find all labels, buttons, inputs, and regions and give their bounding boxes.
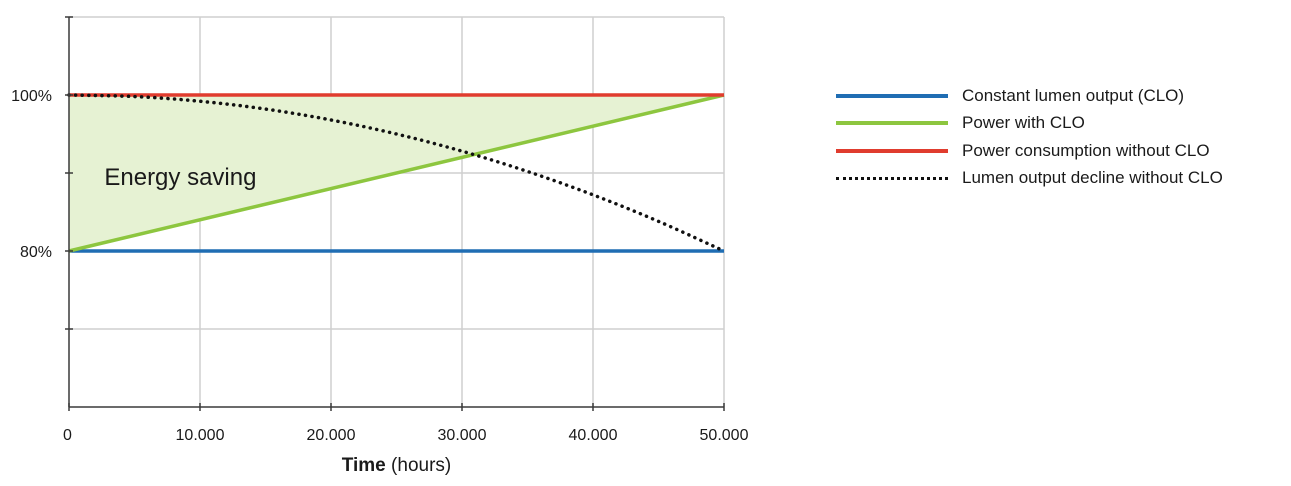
legend-item-power-without-clo: Power consumption without CLO xyxy=(836,137,1223,165)
energy-saving-annotation: Energy saving xyxy=(104,164,256,191)
x-tick-label-20000: 20.000 xyxy=(307,427,356,444)
axes xyxy=(65,16,725,411)
legend-swatch-power-without-clo xyxy=(836,148,948,153)
legend-label-lumen-decline: Lumen output decline without CLO xyxy=(962,168,1223,188)
legend-swatch-clo xyxy=(836,93,948,98)
legend-item-clo: Constant lumen output (CLO) xyxy=(836,82,1223,110)
legend-item-lumen-decline: Lumen output decline without CLO xyxy=(836,165,1223,193)
x-axis-title-rest: (hours) xyxy=(386,455,451,476)
series-lines xyxy=(67,93,726,253)
x-axis-title-bold: Time xyxy=(342,455,386,476)
x-tick-label-10000: 10.000 xyxy=(176,427,225,444)
legend-label-power-with-clo: Power with CLO xyxy=(962,113,1085,133)
x-tick-label-40000: 40.000 xyxy=(569,427,618,444)
legend-swatch-lumen-decline xyxy=(836,176,948,180)
tick-labels: 80% 100% 0 10.000 20.000 30.000 40.000 50.000 xyxy=(11,88,748,444)
x-tick-label-50000: 50.000 xyxy=(700,427,749,444)
legend-item-power-with-clo: Power with CLO xyxy=(836,110,1223,138)
legend-label-clo: Constant lumen output (CLO) xyxy=(962,85,1185,105)
y-tick-label-80: 80% xyxy=(20,244,52,261)
series-line-power-with-clo xyxy=(68,93,725,253)
x-axis-title: Time (hours) xyxy=(342,455,451,476)
chart-legend: Constant lumen output (CLO) Power with C… xyxy=(836,82,1223,192)
series-line-lumen-decline xyxy=(67,93,726,253)
legend-label-power-without-clo: Power consumption without CLO xyxy=(962,140,1210,160)
y-tick-label-100: 100% xyxy=(11,88,52,105)
x-tick-label-30000: 30.000 xyxy=(438,427,487,444)
x-tick-label-0: 0 xyxy=(63,427,72,444)
legend-swatch-power-with-clo xyxy=(836,121,948,126)
